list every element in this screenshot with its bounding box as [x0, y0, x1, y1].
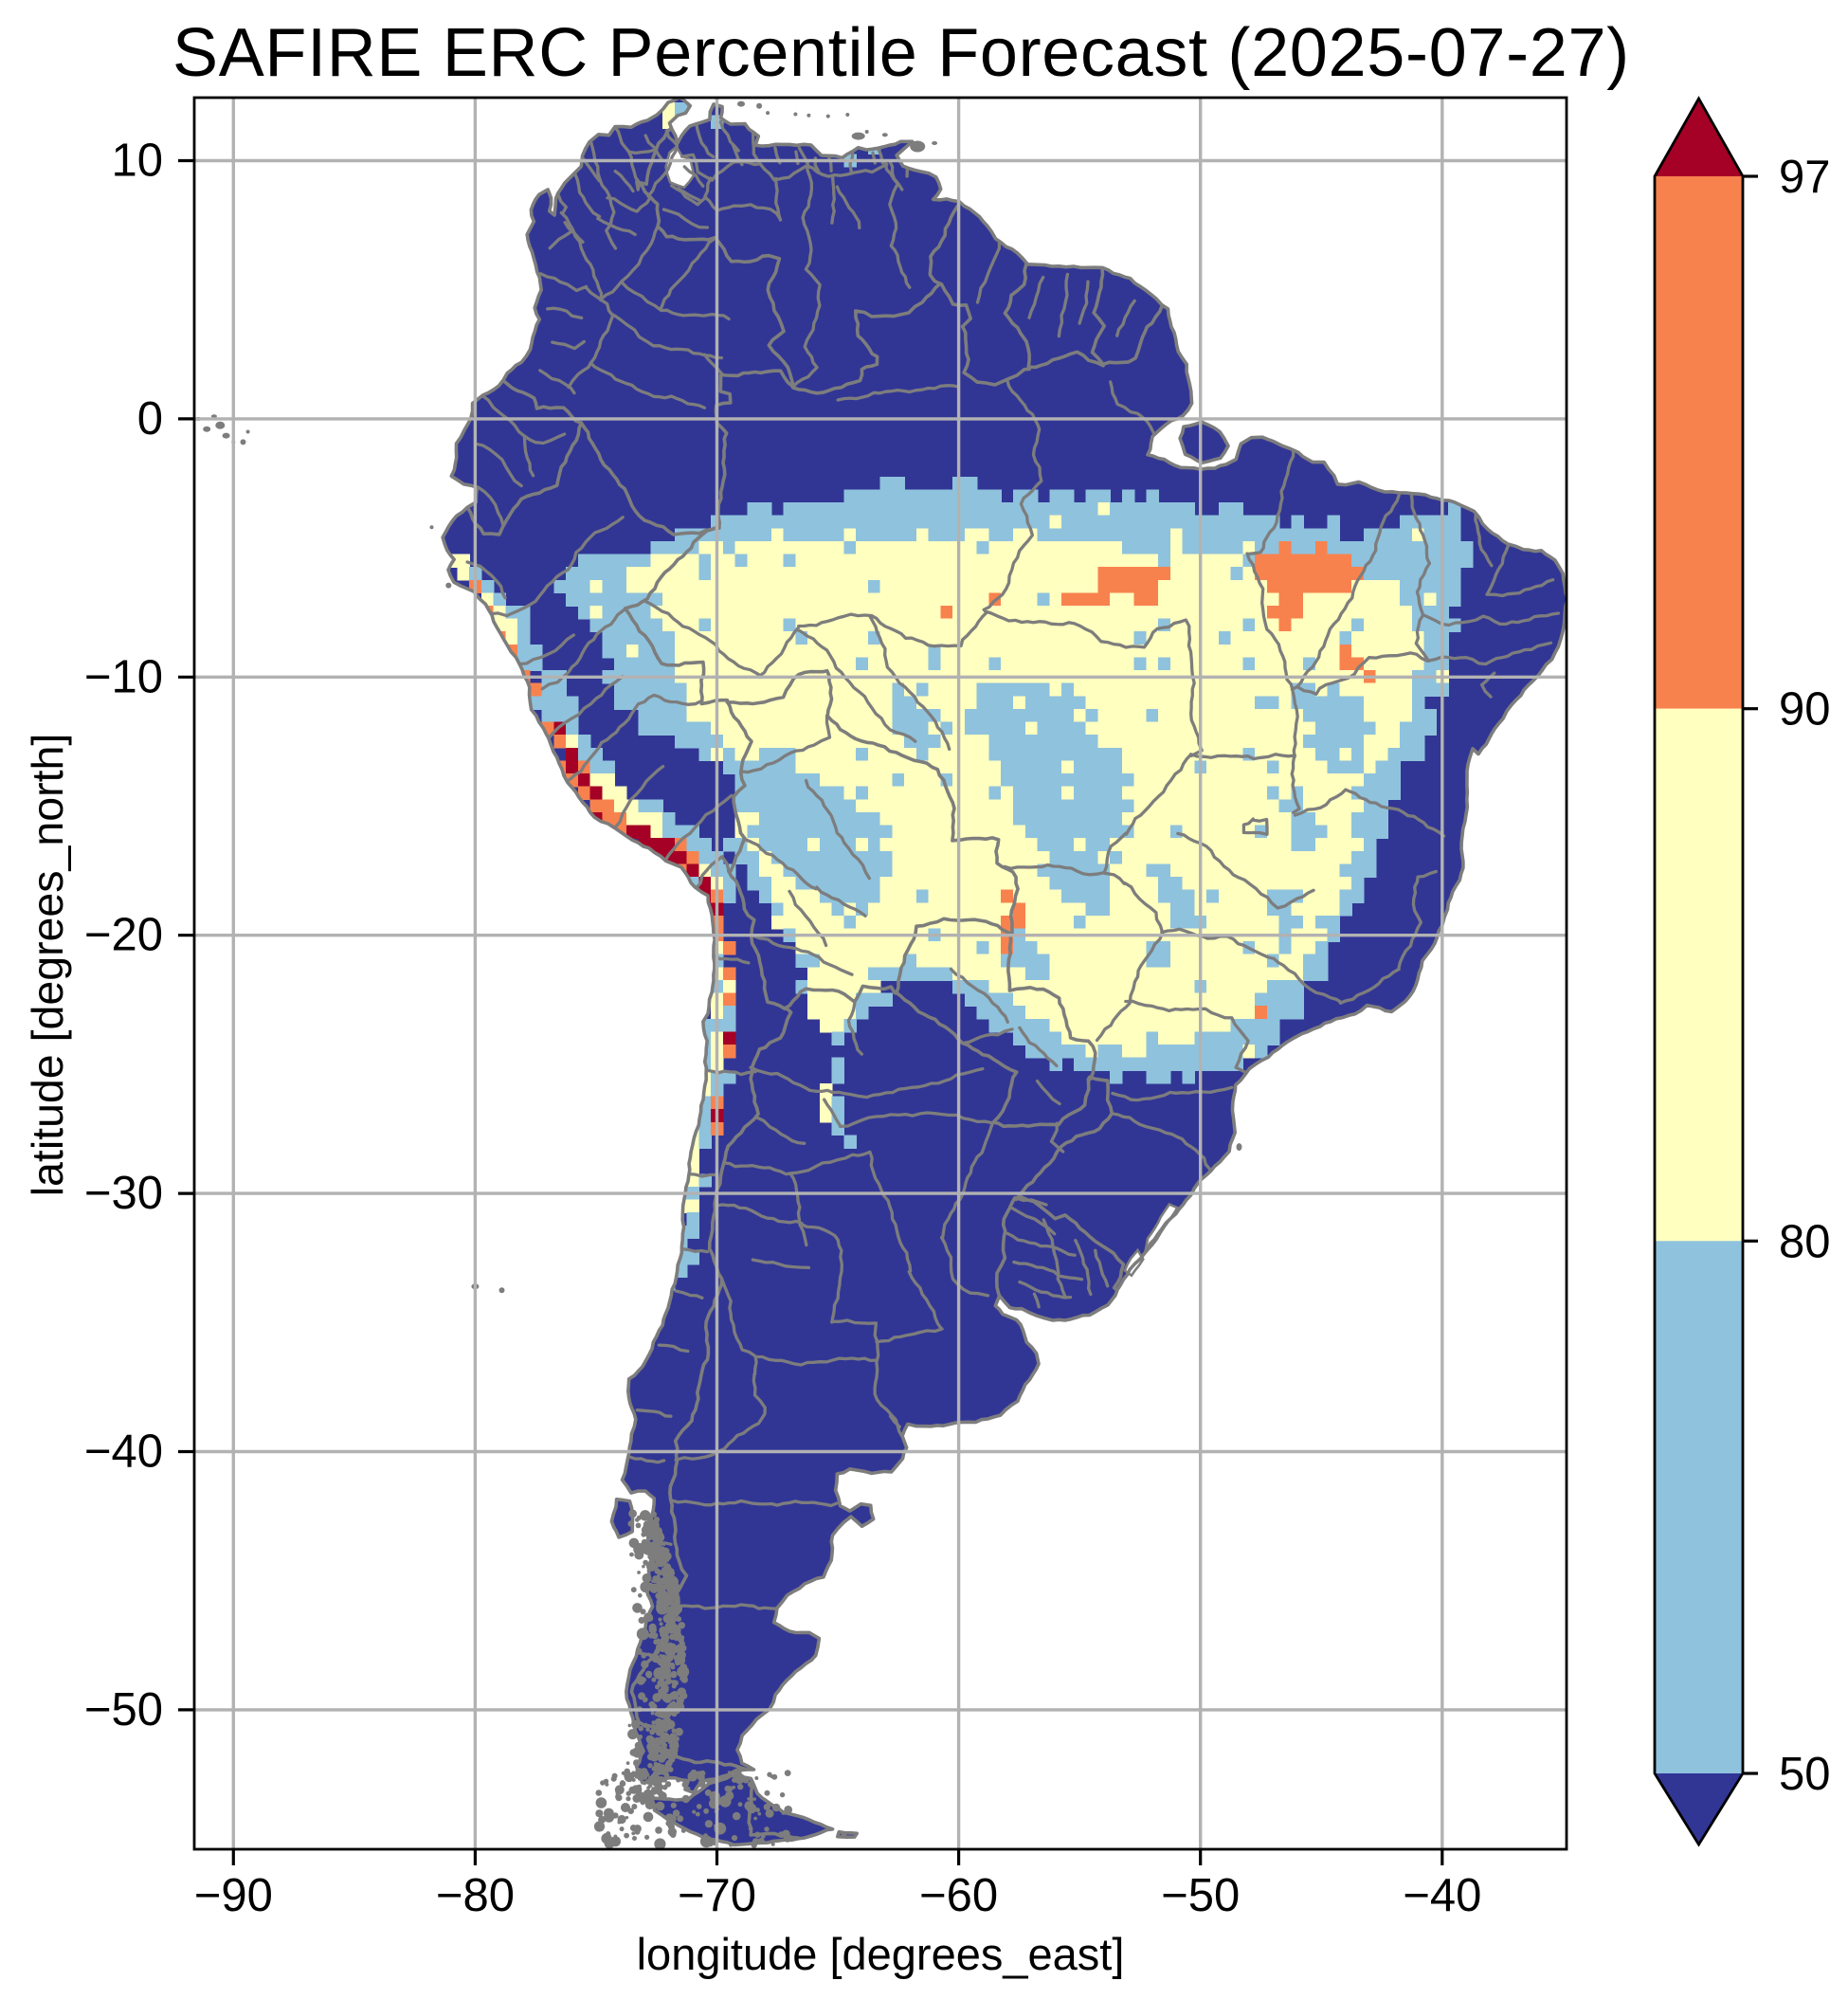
svg-text:97: 97 — [1779, 152, 1831, 203]
svg-text:−50: −50 — [1161, 1870, 1240, 1921]
svg-text:−20: −20 — [84, 910, 163, 961]
svg-text:−40: −40 — [1403, 1870, 1481, 1921]
svg-text:−40: −40 — [84, 1427, 163, 1478]
svg-text:10: 10 — [111, 136, 163, 187]
svg-text:−90: −90 — [194, 1870, 273, 1921]
svg-text:−10: −10 — [84, 651, 163, 702]
svg-text:longitude [degrees_east]: longitude [degrees_east] — [637, 1929, 1125, 1979]
svg-text:SAFIRE ERC Percentile Forecast: SAFIRE ERC Percentile Forecast (2025-07-… — [172, 15, 1630, 91]
svg-text:50: 50 — [1779, 1749, 1831, 1800]
svg-text:80: 80 — [1779, 1216, 1831, 1267]
svg-text:−50: −50 — [84, 1684, 163, 1735]
svg-text:latitude [degrees_north]: latitude [degrees_north] — [23, 734, 72, 1197]
svg-text:−80: −80 — [436, 1870, 515, 1921]
svg-text:−30: −30 — [84, 1168, 163, 1219]
svg-text:0: 0 — [137, 393, 163, 445]
svg-text:−70: −70 — [678, 1870, 756, 1921]
svg-text:90: 90 — [1779, 684, 1831, 736]
svg-text:−60: −60 — [919, 1870, 998, 1921]
